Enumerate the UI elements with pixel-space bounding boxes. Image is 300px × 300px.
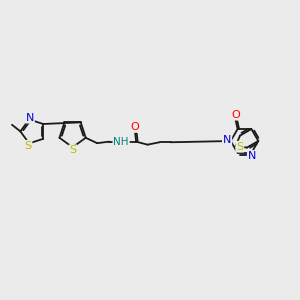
Text: O: O xyxy=(231,110,240,120)
Text: N: N xyxy=(223,135,231,146)
Text: N: N xyxy=(248,151,256,161)
Text: S: S xyxy=(24,141,32,151)
Text: N: N xyxy=(26,112,34,123)
Text: S: S xyxy=(236,142,243,152)
Text: NH: NH xyxy=(113,137,129,147)
Text: O: O xyxy=(131,122,140,132)
Text: S: S xyxy=(69,145,76,155)
